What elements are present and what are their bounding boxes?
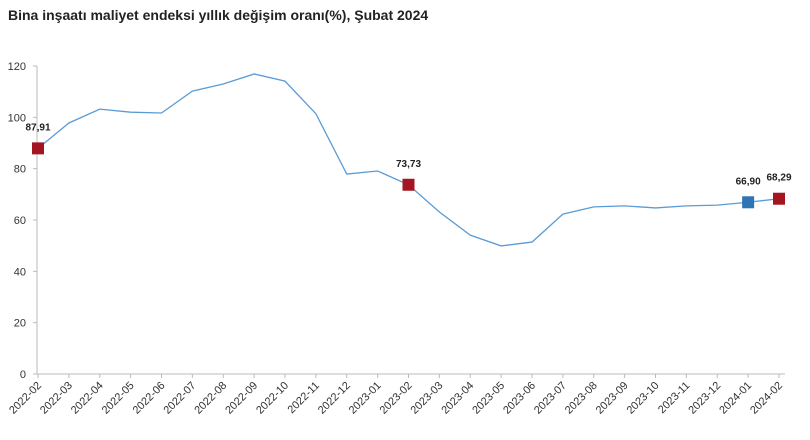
y-tick-label: 20 <box>14 318 26 330</box>
y-tick-label: 0 <box>20 369 26 381</box>
y-tick-label: 100 <box>8 112 26 124</box>
x-tick-label: 2022-03 <box>38 380 75 417</box>
x-tick-label: 2022-02 <box>7 380 44 417</box>
x-tick-label: 2022-11 <box>286 380 322 416</box>
x-tick-label: 2023-03 <box>408 380 445 417</box>
x-tick-label: 2022-08 <box>192 380 229 417</box>
x-tick-label: 2022-04 <box>69 380 106 417</box>
x-tick-label: 2024-01 <box>717 380 754 417</box>
value-label: 66,90 <box>736 176 761 187</box>
x-tick-label: 2022-07 <box>161 380 198 417</box>
x-tick-label: 2023-12 <box>686 380 723 417</box>
x-tick-label: 2023-09 <box>594 380 631 417</box>
value-label: 73,73 <box>396 159 421 170</box>
y-tick-label: 120 <box>8 61 26 73</box>
x-tick-label: 2022-05 <box>100 380 137 417</box>
marker <box>773 192 785 205</box>
x-tick-label: 2022-12 <box>316 380 353 417</box>
x-tick-label: 2023-05 <box>470 380 507 417</box>
x-tick-label: 2022-09 <box>223 380 260 417</box>
y-tick-label: 60 <box>14 215 26 227</box>
x-tick-label: 2023-08 <box>563 380 600 417</box>
x-tick-label: 2023-07 <box>532 380 569 417</box>
marker <box>32 142 44 155</box>
value-label: 87,91 <box>25 122 50 133</box>
marker <box>402 178 415 191</box>
x-tick-label: 2022-06 <box>131 380 168 417</box>
marker <box>742 196 755 209</box>
value-label: 68,29 <box>766 173 791 184</box>
y-tick-label: 80 <box>14 164 26 176</box>
x-tick-label: 2023-11 <box>656 380 692 416</box>
x-tick-label: 2024-02 <box>748 380 785 417</box>
y-tick-label: 40 <box>14 266 26 278</box>
x-tick-label: 2022-10 <box>254 380 291 417</box>
x-tick-label: 2023-06 <box>501 380 538 417</box>
x-tick-label: 2023-10 <box>625 380 662 417</box>
chart-title: Bina inşaatı maliyet endeksi yıllık deği… <box>8 7 428 23</box>
x-tick-label: 2023-04 <box>439 380 476 417</box>
x-tick-label: 2023-01 <box>347 380 384 417</box>
x-tick-label: 2023-02 <box>378 380 415 417</box>
